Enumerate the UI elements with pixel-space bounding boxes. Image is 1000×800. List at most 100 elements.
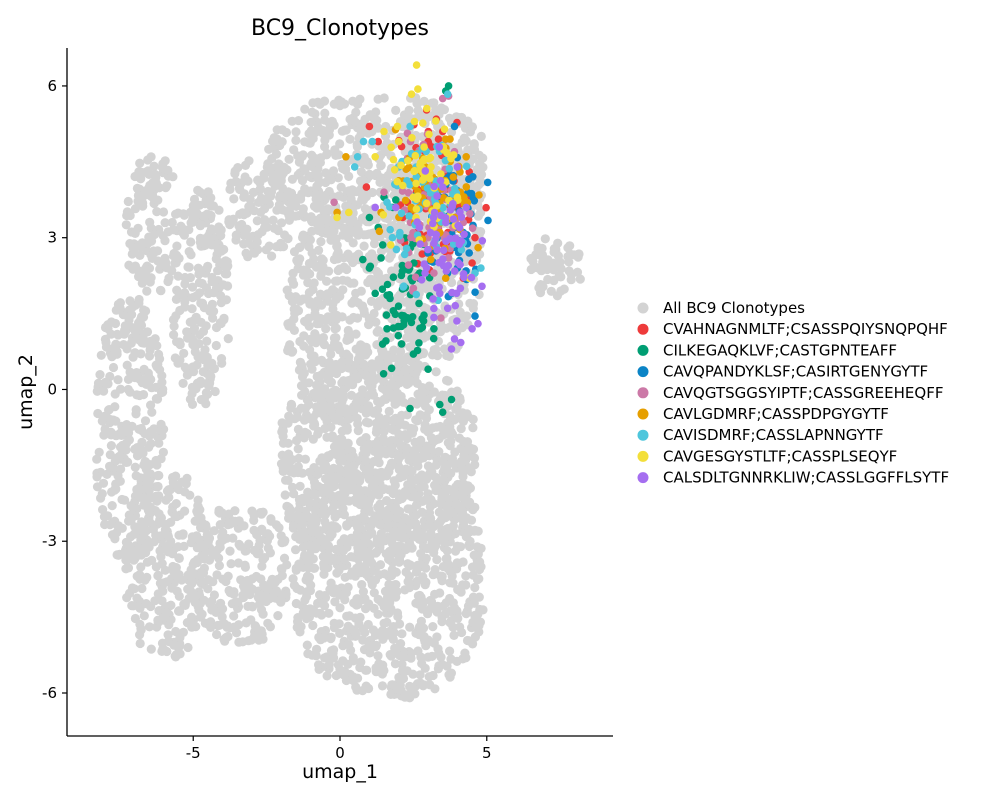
background-point bbox=[323, 451, 333, 461]
background-point bbox=[307, 107, 317, 117]
background-point bbox=[460, 648, 470, 658]
background-point bbox=[458, 468, 468, 478]
background-point bbox=[183, 642, 193, 653]
background-point bbox=[263, 159, 273, 169]
background-point bbox=[133, 223, 143, 233]
background-point bbox=[146, 273, 156, 283]
background-point bbox=[307, 364, 317, 374]
background-point bbox=[468, 423, 478, 433]
background-point bbox=[361, 464, 372, 474]
background-point bbox=[373, 94, 383, 104]
background-point bbox=[338, 230, 348, 240]
background-point bbox=[291, 545, 301, 555]
clonotype-point-7 bbox=[410, 167, 418, 176]
background-point bbox=[318, 552, 328, 562]
background-point bbox=[178, 530, 188, 540]
background-point bbox=[422, 494, 432, 504]
background-point bbox=[195, 221, 205, 231]
background-point bbox=[467, 122, 477, 132]
background-point bbox=[316, 270, 326, 280]
clonotype-point-7 bbox=[437, 170, 445, 178]
background-point bbox=[349, 295, 360, 305]
background-point bbox=[92, 482, 103, 492]
background-point bbox=[339, 510, 349, 520]
background-point bbox=[351, 519, 361, 529]
background-point bbox=[136, 562, 146, 572]
background-point bbox=[299, 433, 309, 443]
clonotype-point-1 bbox=[471, 233, 479, 242]
background-point bbox=[387, 533, 397, 544]
background-point bbox=[143, 238, 153, 248]
background-point bbox=[468, 570, 478, 580]
background-point bbox=[386, 689, 396, 700]
clonotype-point-3 bbox=[467, 189, 476, 198]
background-point bbox=[309, 215, 319, 225]
background-point bbox=[317, 355, 327, 365]
background-point bbox=[289, 145, 299, 155]
background-point bbox=[301, 614, 312, 624]
background-point bbox=[287, 296, 297, 307]
background-point bbox=[338, 376, 349, 386]
background-point bbox=[333, 341, 343, 351]
background-point bbox=[130, 462, 140, 472]
background-point bbox=[469, 550, 479, 560]
background-point bbox=[391, 513, 401, 523]
background-point bbox=[348, 238, 358, 248]
background-point bbox=[154, 509, 164, 519]
background-point bbox=[202, 530, 212, 540]
legend-label: CAVLGDMRF;CASSPDPGYGYTF bbox=[663, 405, 889, 423]
background-point bbox=[186, 586, 196, 596]
clonotype-point-8 bbox=[453, 317, 461, 325]
clonotype-point-8 bbox=[449, 215, 458, 223]
background-point bbox=[170, 353, 180, 363]
background-point bbox=[113, 550, 123, 560]
background-point bbox=[317, 300, 327, 310]
background-point bbox=[158, 387, 168, 397]
clonotype-point-7 bbox=[412, 205, 421, 213]
background-point bbox=[226, 559, 236, 569]
background-point bbox=[131, 471, 141, 481]
clonotype-point-2 bbox=[397, 340, 406, 348]
clonotype-point-2 bbox=[392, 196, 400, 204]
background-point bbox=[161, 183, 171, 193]
background-point bbox=[97, 416, 107, 426]
clonotype-point-2 bbox=[389, 273, 398, 282]
background-point bbox=[456, 542, 466, 552]
background-point bbox=[308, 434, 318, 444]
legend-marker bbox=[637, 344, 649, 356]
background-point bbox=[153, 195, 163, 205]
background-point bbox=[329, 500, 339, 511]
background-point bbox=[391, 105, 401, 115]
y-tick-label: 3 bbox=[47, 229, 57, 247]
clonotype-point-6 bbox=[397, 209, 406, 218]
clonotype-point-3 bbox=[469, 173, 477, 181]
background-point bbox=[298, 208, 308, 218]
background-point bbox=[228, 214, 238, 224]
background-point bbox=[115, 442, 126, 452]
background-point bbox=[536, 280, 546, 290]
clonotype-point-2 bbox=[378, 241, 387, 249]
background-point bbox=[439, 537, 449, 547]
background-point bbox=[277, 125, 287, 135]
background-point bbox=[128, 243, 138, 253]
background-point bbox=[287, 116, 297, 126]
background-point bbox=[347, 567, 357, 577]
background-point bbox=[203, 584, 213, 594]
background-point bbox=[122, 538, 132, 548]
background-point bbox=[289, 489, 299, 499]
background-point bbox=[253, 245, 263, 255]
background-point bbox=[283, 459, 293, 469]
clonotype-point-7 bbox=[412, 61, 421, 69]
background-point bbox=[123, 196, 133, 207]
background-point bbox=[401, 490, 411, 500]
background-point bbox=[364, 506, 374, 516]
background-point bbox=[105, 462, 115, 472]
background-point bbox=[324, 391, 334, 401]
background-point bbox=[216, 298, 226, 308]
background-point bbox=[160, 236, 170, 246]
background-point bbox=[203, 288, 214, 299]
background-point bbox=[211, 550, 221, 560]
background-point bbox=[159, 578, 169, 588]
